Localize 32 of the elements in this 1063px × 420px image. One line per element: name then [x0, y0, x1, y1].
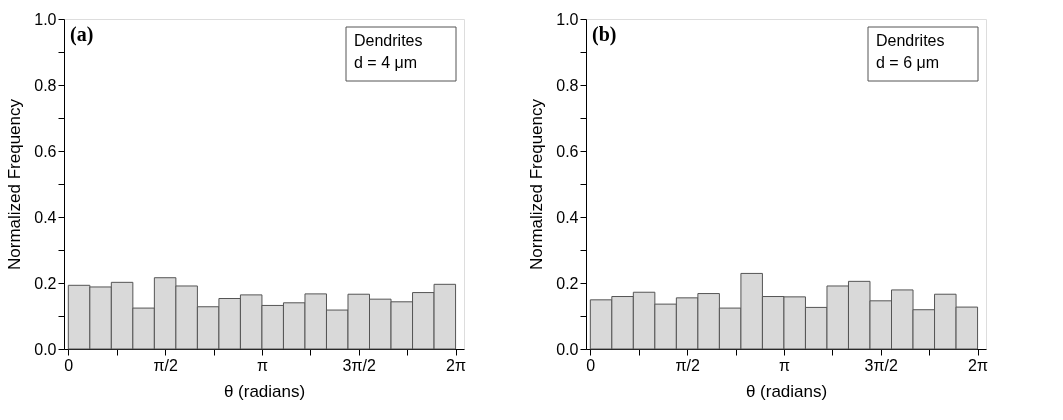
x-tick-label: 0: [586, 356, 596, 374]
x-tick-label: 3π/2: [864, 356, 898, 374]
x-tick-label: 3π/2: [342, 356, 376, 374]
x-axis-title: θ (radians): [745, 381, 828, 401]
x-tick-label: π: [256, 356, 268, 374]
annotation: d = 6 μm: [876, 54, 940, 71]
y-tick-label: 0.8: [556, 76, 579, 94]
y-tick-label: 0.6: [34, 142, 57, 160]
x-tick-label: π/2: [675, 356, 700, 374]
y-axis-title: Normalized Frequency: [5, 98, 25, 271]
y-tick-label: 0.0: [34, 340, 57, 358]
x-tick-label: π/2: [153, 356, 178, 374]
x-tick-label: 2π: [446, 356, 467, 374]
y-axis-title: Normalized Frequency: [527, 98, 547, 271]
x-axis-title: θ (radians): [223, 381, 306, 401]
x-tick-label: 2π: [968, 356, 989, 374]
y-tick-label: 0.0: [556, 340, 579, 358]
x-tick-label: π: [778, 356, 790, 374]
y-tick-label: 0.2: [34, 274, 57, 292]
annotation: Dendrites: [876, 32, 945, 49]
y-tick-label: 0.4: [556, 208, 579, 226]
y-tick-label: 0.6: [556, 142, 579, 160]
annotation: d = 4 μm: [354, 54, 418, 71]
y-tick-label: 0.2: [556, 274, 579, 292]
y-tick-label: 0.4: [34, 208, 57, 226]
annotation: (a): [70, 23, 94, 46]
annotation: (b): [592, 23, 617, 46]
y-tick-label: 0.8: [34, 76, 57, 94]
y-tick-label: 1.0: [556, 10, 579, 28]
x-tick-label: 0: [64, 356, 74, 374]
y-tick-label: 1.0: [34, 10, 57, 28]
annotation: Dendrites: [354, 32, 423, 49]
